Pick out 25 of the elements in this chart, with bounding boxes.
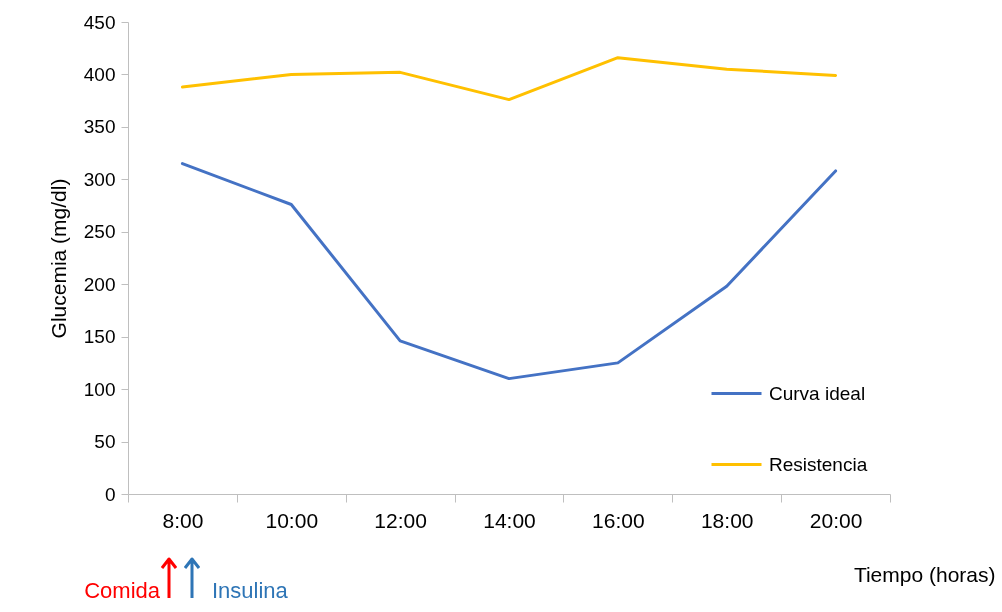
x-tick-label: 12:00 [374,508,427,532]
y-tick-label: 400 [83,63,116,85]
x-tick-label: 10:00 [265,508,319,532]
x-tick-label: 18:00 [700,508,754,532]
line-series [180,162,838,381]
y-tick-label: 100 [83,378,116,400]
legend-label: Curva ideal [769,382,866,404]
y-axis-title: Glucemia (mg/dl) [46,178,70,339]
text: Insulina [212,578,288,604]
x-tick-label: 14:00 [483,508,536,532]
x-axis-title: Tiempo (horas) [853,562,996,586]
y-tick-label: 150 [83,326,116,348]
y-tick-label: 250 [83,221,116,243]
text: Comida [84,578,160,604]
x-tick-label: 8:00 [162,508,204,532]
line-series [180,56,838,102]
y-tick-label: 200 [83,273,116,295]
y-tick-label: 300 [83,168,116,190]
y-tick-label: 50 [94,431,116,453]
x-tick-label: 16:00 [592,508,645,532]
y-tick-label: 450 [83,11,116,33]
legend-label: Resistencia [769,453,868,475]
y-tick-label: 0 [104,483,116,505]
y-tick-label: 350 [83,116,116,138]
x-tick-label: 20:00 [809,508,863,532]
